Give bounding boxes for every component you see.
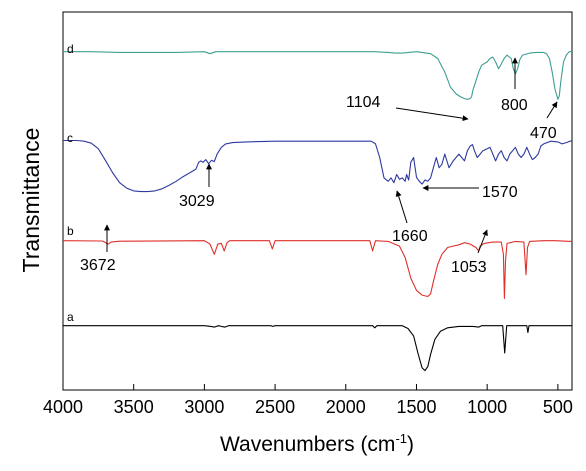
- y-axis-title: Transmittance: [18, 128, 44, 273]
- series-line-d: [63, 51, 572, 100]
- x-axis-title: Wavenumbers (cm-1): [220, 431, 414, 456]
- annotation-470-arrow: [546, 101, 558, 119]
- series-line-c: [63, 139, 573, 193]
- x-tick-label: 2000: [326, 397, 366, 417]
- series-group: [62, 51, 573, 372]
- curve-label-b: b: [67, 224, 74, 238]
- x-tick-label: 1000: [467, 397, 507, 417]
- x-axis: 4000 3500 3000 2500 2000 1500 1000 500: [43, 384, 573, 417]
- annotation-1570: 1570: [482, 184, 518, 201]
- x-tick-label: 4000: [43, 397, 83, 417]
- x-tick-label: 3500: [114, 397, 154, 417]
- annotation-800: 800: [501, 97, 528, 114]
- annotation-1660-arrow: [395, 190, 408, 224]
- x-tick-label: 3000: [184, 397, 224, 417]
- annotation-1104-arrow: [395, 107, 469, 122]
- x-tick-label: 1500: [396, 397, 436, 417]
- series-line-a: [63, 325, 572, 372]
- annotation-1660: 1660: [392, 228, 428, 245]
- annotation-1053: 1053: [451, 259, 487, 276]
- series-line-b: [62, 240, 573, 300]
- plot-frame: [62, 11, 573, 391]
- annotation-1104: 1104: [346, 94, 381, 111]
- curve-label-a: a: [67, 310, 74, 324]
- curve-label-c: c: [67, 131, 73, 145]
- curve-label-d: d: [67, 42, 74, 56]
- x-tick-label: 500: [543, 397, 573, 417]
- annotation-3672: 3672: [80, 257, 116, 274]
- x-tick-label: 2500: [255, 397, 295, 417]
- annotation-470: 470: [530, 125, 557, 142]
- annotation-1053-arrow: [477, 229, 488, 254]
- annotation-3029: 3029: [179, 193, 215, 210]
